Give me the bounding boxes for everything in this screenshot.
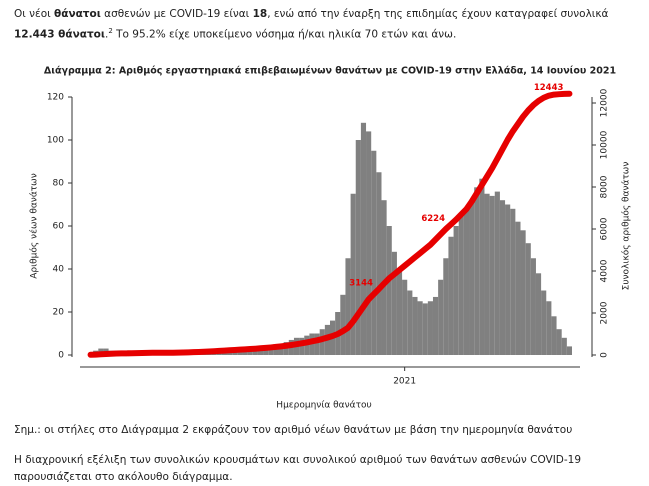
bar [417, 301, 423, 355]
y-tick-label: 80 [53, 179, 65, 189]
bar [525, 243, 531, 355]
data-label: 6224 [421, 214, 445, 224]
chart: Διάγραμμα 2: Αριθμός εργαστηριακά επιβεβ… [29, 66, 632, 411]
bar [546, 301, 552, 355]
bar [299, 337, 305, 355]
y2-tick-label: 8000 [600, 175, 610, 198]
bar [355, 140, 361, 355]
data-label: 12443 [534, 83, 564, 93]
bar [556, 329, 562, 355]
bar [438, 279, 444, 355]
y-tick-label: 20 [53, 308, 65, 318]
bar [360, 122, 367, 355]
bar [412, 296, 418, 355]
bar [350, 193, 356, 355]
bar [530, 258, 536, 355]
bar [432, 296, 439, 355]
bar [494, 191, 500, 355]
y2-axis-label: Συνολικός αριθμός θανάτων [621, 162, 632, 291]
bar [469, 200, 475, 355]
x-tick-label: 2021 [393, 377, 416, 387]
bar [366, 131, 372, 355]
bar [566, 346, 572, 355]
bar [474, 187, 480, 355]
bar [422, 303, 428, 355]
text: Οι νέοι [14, 8, 55, 20]
text: ασθενών με COVID-19 είναι [100, 8, 253, 20]
y-tick-label: 40 [53, 265, 65, 275]
bar [505, 204, 511, 355]
bar [278, 344, 284, 355]
bar [268, 346, 274, 355]
bar [458, 215, 464, 355]
intro: Οι νέοι θάνατοι ασθενών με COVID-19 είνα… [14, 6, 639, 44]
bar [381, 200, 387, 355]
bar [541, 290, 547, 355]
text: Το 95.2% είχε υποκείμενο νόσημα ή/και ηλ… [112, 28, 457, 41]
y-tick-label: 60 [53, 222, 65, 232]
footnote-ref: 2 [108, 27, 113, 35]
bar [551, 316, 557, 355]
y-axis-label: Αριθμός νέων θανάτων [29, 173, 40, 279]
bar [510, 208, 516, 355]
bar [407, 290, 413, 355]
text: θάνατοι [54, 8, 101, 20]
y2-tick-label: 4000 [600, 259, 610, 282]
bar [252, 348, 258, 355]
bar [515, 221, 521, 355]
bar [402, 279, 408, 355]
note: Σημ.: οι στήλες στο Διάγραμμα 2 εκφράζου… [14, 424, 573, 436]
y2-tick-label: 12000 [600, 88, 610, 117]
bar [371, 150, 377, 355]
bar [391, 251, 397, 355]
paragraph: Η διαχρονική εξέλιξη των συνολικών κρουσ… [14, 454, 582, 483]
bar [427, 301, 433, 355]
bar [561, 337, 567, 355]
bar [535, 273, 542, 355]
bar [386, 226, 392, 355]
bar [396, 269, 403, 355]
bar [314, 333, 320, 355]
bar [484, 193, 490, 355]
bar [453, 226, 459, 355]
bar [479, 178, 485, 355]
text: , ενώ από την έναρξη της επιδημίας έχουν… [267, 8, 609, 20]
bar [499, 200, 506, 355]
y2-tick-label: 6000 [600, 217, 610, 240]
y-tick-label: 120 [47, 93, 64, 103]
bar [520, 230, 526, 355]
y2-tick-label: 2000 [600, 301, 610, 324]
text: 12.443 θάνατοι [14, 28, 105, 41]
data-label: 3144 [349, 278, 373, 288]
y-tick-label: 100 [47, 136, 64, 146]
bar [376, 172, 382, 355]
y2-tick-label: 10000 [600, 130, 610, 159]
chart-title: Διάγραμμα 2: Αριθμός εργαστηριακά επιβεβ… [44, 66, 616, 77]
bar [340, 294, 346, 355]
x-axis-label: Ημερομηνία θανάτου [276, 401, 371, 411]
y2-tick-label: 0 [600, 352, 610, 358]
bar [489, 195, 495, 355]
bar [463, 208, 470, 355]
bar [345, 258, 351, 355]
text: 18 [252, 8, 268, 20]
bar [448, 236, 454, 355]
cumulative-line [87, 90, 573, 358]
y-tick-label: 0 [58, 351, 64, 361]
bar [443, 258, 449, 355]
text: . [104, 28, 109, 41]
